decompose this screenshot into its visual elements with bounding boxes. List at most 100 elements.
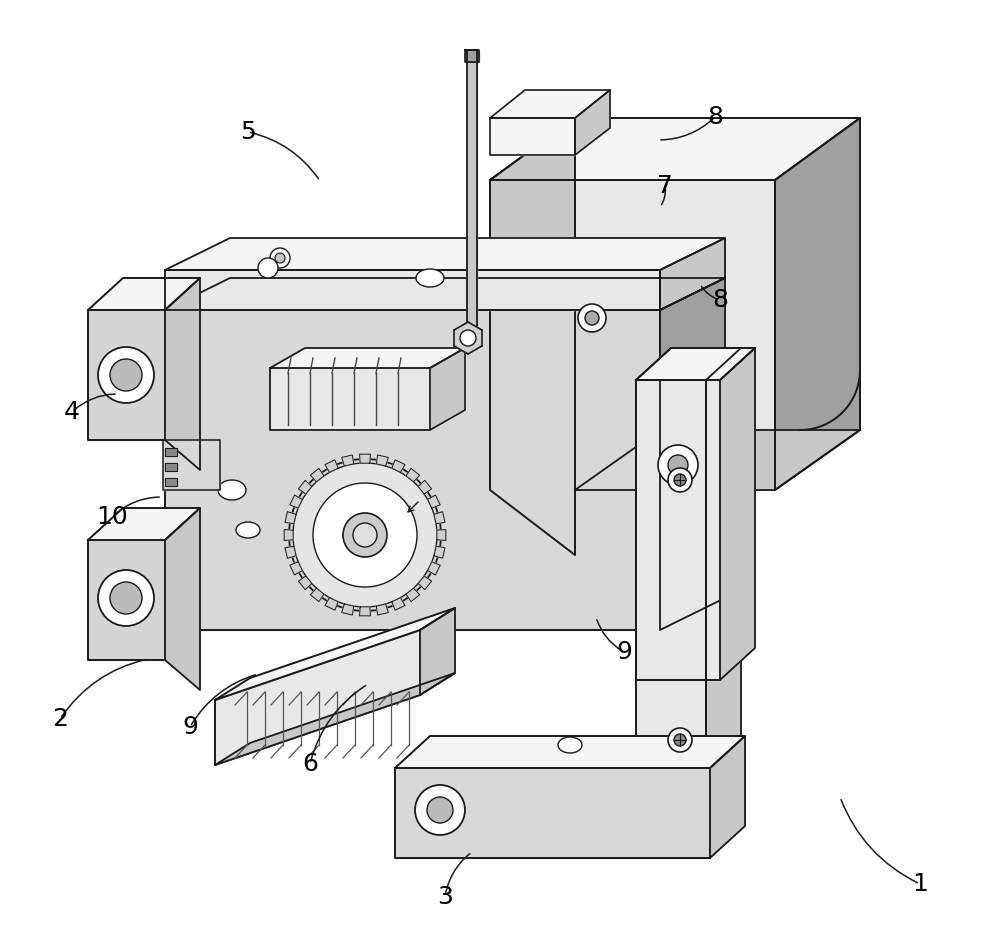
Polygon shape [285,546,296,558]
Polygon shape [360,454,370,464]
Text: 2: 2 [52,707,68,731]
Polygon shape [298,481,312,494]
Polygon shape [290,495,302,508]
Polygon shape [467,50,477,340]
Polygon shape [298,576,312,589]
Polygon shape [270,348,465,368]
Ellipse shape [416,269,444,287]
Polygon shape [88,310,165,440]
Polygon shape [310,588,324,602]
Polygon shape [636,380,706,850]
Polygon shape [165,278,725,630]
Polygon shape [342,455,354,466]
Circle shape [343,513,387,557]
Polygon shape [465,50,479,62]
Text: 8: 8 [712,288,728,312]
Polygon shape [165,478,177,486]
Circle shape [668,468,692,492]
Polygon shape [490,118,575,155]
Polygon shape [284,529,293,541]
Circle shape [110,359,142,391]
Polygon shape [165,463,177,471]
Circle shape [658,445,698,485]
Polygon shape [720,348,755,680]
Polygon shape [165,310,660,630]
Polygon shape [395,736,745,768]
Polygon shape [165,278,725,310]
Polygon shape [434,512,445,524]
Polygon shape [88,278,200,310]
Polygon shape [636,380,720,680]
Text: 5: 5 [240,120,256,144]
Text: 3: 3 [437,885,453,909]
Polygon shape [575,90,610,155]
Circle shape [289,459,441,611]
Text: 9: 9 [182,715,198,739]
Polygon shape [575,430,860,490]
Polygon shape [490,90,610,118]
Circle shape [313,483,417,587]
Polygon shape [325,460,338,472]
Text: 6: 6 [302,752,318,776]
Polygon shape [428,562,440,575]
Polygon shape [376,455,388,466]
Circle shape [353,523,377,547]
Polygon shape [490,118,860,180]
Polygon shape [88,508,200,540]
Polygon shape [285,512,296,524]
Polygon shape [215,630,420,765]
Circle shape [578,304,606,332]
Circle shape [668,455,688,475]
Polygon shape [490,118,575,555]
Polygon shape [165,508,200,690]
Polygon shape [215,673,455,765]
Text: 1: 1 [912,872,928,896]
Ellipse shape [236,522,260,538]
Circle shape [258,258,278,278]
Polygon shape [636,348,755,380]
Polygon shape [88,540,165,660]
Text: 10: 10 [96,505,128,529]
Polygon shape [310,468,324,482]
Polygon shape [342,604,354,615]
Circle shape [460,330,476,346]
Text: 8: 8 [707,105,723,129]
Circle shape [270,248,290,268]
Polygon shape [418,481,432,494]
Polygon shape [490,180,775,490]
Polygon shape [706,348,741,850]
Circle shape [585,311,599,325]
Ellipse shape [558,737,582,753]
Polygon shape [395,768,710,858]
Polygon shape [660,278,725,630]
Polygon shape [710,736,745,858]
Polygon shape [437,529,446,541]
Polygon shape [454,322,482,354]
Polygon shape [165,238,725,270]
Polygon shape [775,118,860,490]
Polygon shape [165,278,200,470]
Polygon shape [376,604,388,615]
Polygon shape [428,495,440,508]
Polygon shape [406,468,420,482]
Circle shape [668,728,692,752]
Ellipse shape [218,480,246,500]
Circle shape [110,582,142,614]
Polygon shape [360,606,370,616]
Polygon shape [165,270,660,310]
Ellipse shape [332,524,348,536]
Polygon shape [163,440,220,490]
Polygon shape [392,598,405,610]
Text: 9: 9 [616,640,632,664]
Circle shape [98,570,154,626]
Polygon shape [392,460,405,472]
Text: 4: 4 [64,400,80,424]
Polygon shape [418,576,432,589]
Polygon shape [165,448,177,456]
Polygon shape [325,598,338,610]
Polygon shape [434,546,445,558]
Polygon shape [420,608,455,695]
Polygon shape [215,608,455,700]
Polygon shape [270,368,430,430]
Circle shape [415,785,465,835]
